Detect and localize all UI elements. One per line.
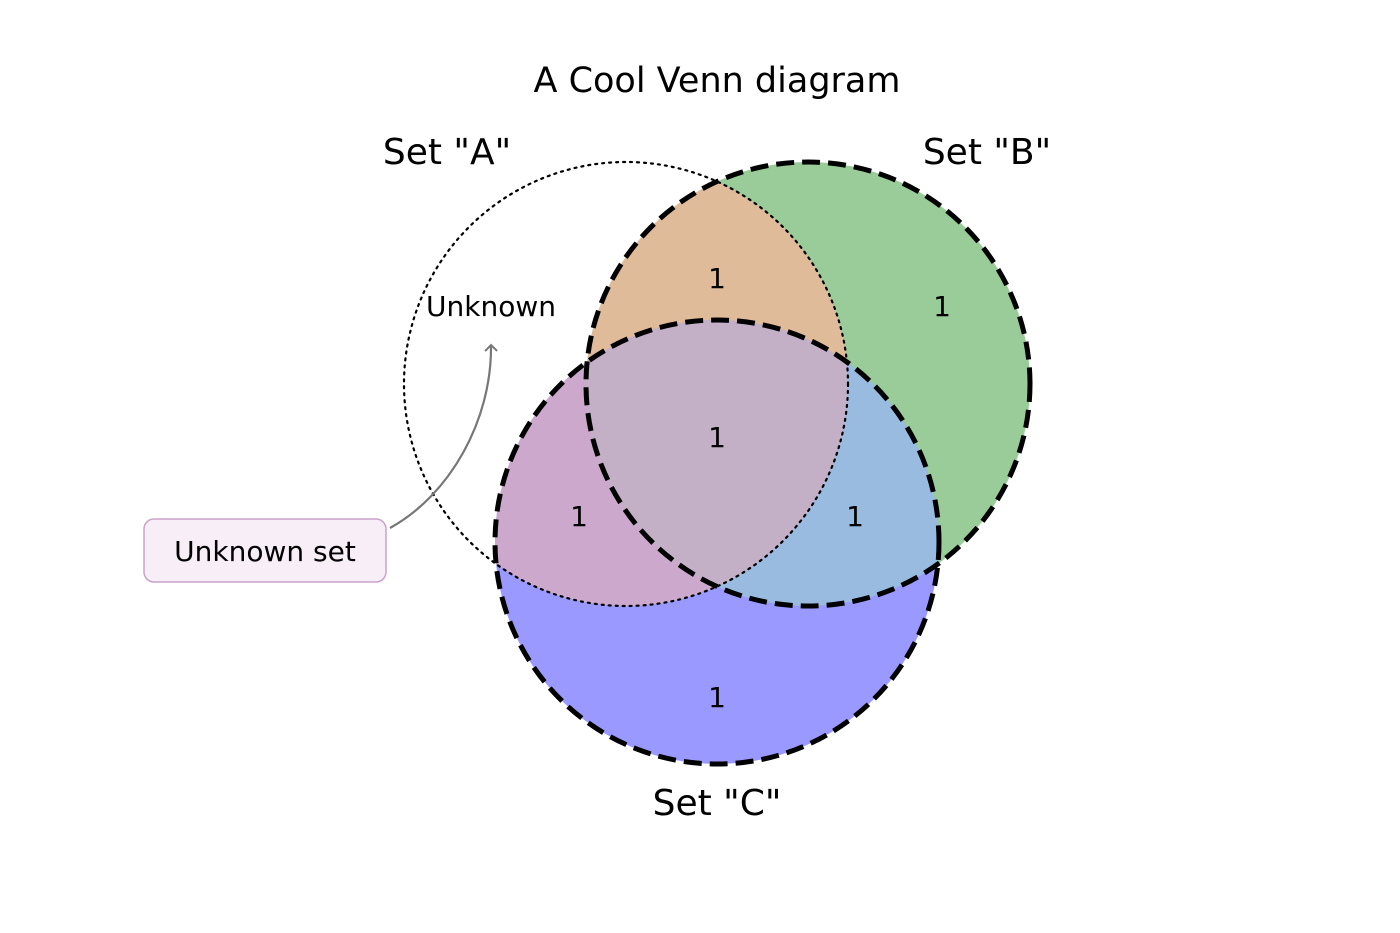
set-c-outline bbox=[492, 317, 942, 767]
set-c-label: Set "C" bbox=[653, 783, 782, 824]
set-b-label: Set "B" bbox=[923, 132, 1051, 173]
set-a-outline bbox=[402, 160, 850, 608]
set-b-outline bbox=[583, 159, 1033, 609]
region-ab-label: 1 bbox=[708, 262, 726, 295]
region-abc-label: 1 bbox=[708, 421, 726, 454]
region-bc-label: 1 bbox=[846, 500, 864, 533]
set-a-label: Set "A" bbox=[383, 132, 511, 173]
callout-box bbox=[143, 518, 387, 583]
callout-text: Unknown set bbox=[174, 535, 356, 568]
region-ac-label: 1 bbox=[570, 500, 588, 533]
region-abc-fill bbox=[586, 320, 848, 606]
region-a-only-label: Unknown bbox=[426, 290, 556, 323]
region-b-only-label: 1 bbox=[933, 290, 951, 323]
unknown-set-callout: Unknown set bbox=[143, 343, 498, 583]
diagram-title: A Cool Venn diagram bbox=[534, 61, 901, 101]
region-fills bbox=[495, 162, 1030, 764]
callout-arrow bbox=[389, 343, 498, 529]
region-c-only-label: 1 bbox=[708, 681, 726, 714]
